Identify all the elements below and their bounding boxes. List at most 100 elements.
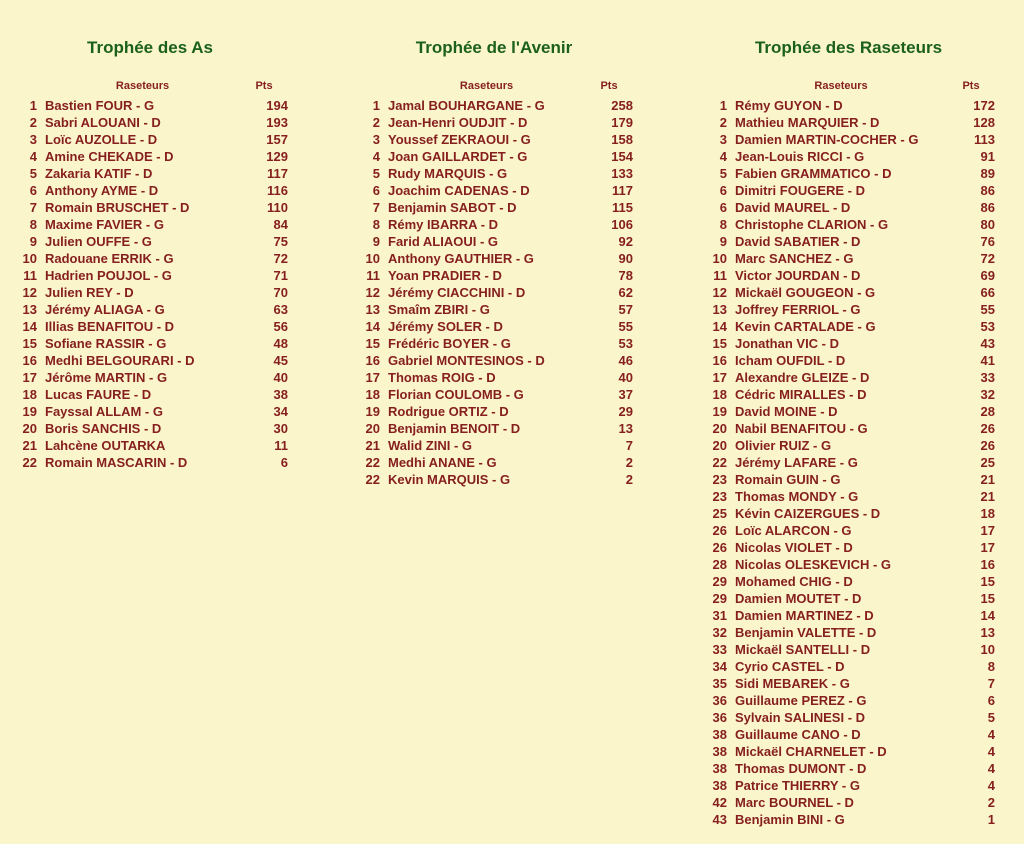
table-row: 8 Maxime FAVIER - G 84 (12, 216, 288, 233)
row-rank: 17 (712, 370, 727, 385)
row-name: Mickaël SANTELLI - D (735, 642, 871, 657)
row-rank: 25 (712, 506, 727, 521)
row-rank: 6 (372, 183, 380, 198)
table-row: 15 Frédéric BOYER - G 53 (355, 335, 633, 352)
row-rank: 21 (22, 438, 37, 453)
row-name: Anthony AYME - D (45, 183, 159, 198)
row-name: Olivier RUIZ - G (735, 438, 832, 453)
row-name: Benjamin SABOT - D (388, 200, 517, 215)
column-header-raseteurs: Raseteurs (814, 80, 868, 92)
row-pts: 113 (974, 132, 995, 147)
table-row: 13 Smaîm ZBIRI - G 57 (355, 301, 633, 318)
row-name: Maxime FAVIER - G (45, 217, 164, 232)
row-name: Gabriel MONTESINOS - D (388, 353, 545, 368)
row-name: Zakaria KATIF - D (45, 166, 153, 181)
row-name: Joachim CADENAS - D (388, 183, 530, 198)
row-name: Youssef ZEKRAOUI - G (388, 132, 531, 147)
row-pts: 110 (267, 200, 288, 215)
row-name: Mohamed CHIG - D (735, 574, 853, 589)
row-pts: 84 (273, 217, 288, 232)
row-pts: 13 (618, 421, 633, 436)
row-pts: 4 (987, 778, 995, 793)
row-name: Benjamin BENOIT - D (388, 421, 521, 436)
row-rank: 13 (365, 302, 380, 317)
row-pts: 117 (267, 166, 288, 181)
row-pts: 40 (618, 370, 633, 385)
row-rank: 14 (365, 319, 380, 334)
table-row: 19 Fayssal ALLAM - G 34 (12, 403, 288, 420)
row-pts: 57 (618, 302, 633, 317)
row-pts: 75 (273, 234, 288, 249)
table-row: 3 Loïc AUZOLLE - D 157 (12, 131, 288, 148)
row-rank: 2 (719, 115, 727, 130)
row-name: Marc BOURNEL - D (735, 795, 854, 810)
row-pts: 90 (618, 251, 633, 266)
row-rank: 18 (365, 387, 380, 402)
row-name: Sofiane RASSIR - G (45, 336, 167, 351)
row-rank: 2 (372, 115, 380, 130)
row-rank: 22 (365, 455, 380, 470)
row-pts: 6 (280, 455, 288, 470)
row-pts: 33 (980, 370, 995, 385)
row-rank: 14 (22, 319, 37, 334)
row-rank: 38 (712, 744, 727, 759)
table-row: 16 Gabriel MONTESINOS - D 46 (355, 352, 633, 369)
row-name: Bastien FOUR - G (45, 98, 155, 113)
row-pts: 172 (973, 98, 995, 113)
row-pts: 53 (980, 319, 995, 334)
column-header-row: Raseteurs Pts (355, 80, 633, 93)
row-rank: 22 (712, 455, 727, 470)
row-rank: 20 (712, 421, 727, 436)
column-header-raseteurs: Raseteurs (115, 80, 170, 92)
row-rank: 11 (713, 268, 727, 283)
row-rank: 23 (712, 489, 727, 504)
row-rank: 9 (719, 234, 727, 249)
row-pts: 34 (273, 404, 288, 419)
row-name: Lahcène OUTARKA (45, 438, 166, 453)
row-pts: 10 (980, 642, 995, 657)
row-pts: 154 (611, 149, 633, 164)
row-name: Icham OUFDIL - D (735, 353, 846, 368)
row-pts: 69 (980, 268, 995, 283)
row-pts: 62 (618, 285, 633, 300)
row-rank: 15 (22, 336, 37, 351)
row-name: Kevin MARQUIS - G (388, 472, 511, 487)
row-name: Alexandre GLEIZE - D (735, 370, 870, 385)
row-name: Hadrien POUJOL - G (45, 268, 172, 283)
row-rank: 1 (372, 98, 380, 113)
row-rank: 19 (365, 404, 380, 419)
table-row: 14 Kevin CARTALADE - G 53 (702, 318, 995, 335)
row-name: Lucas FAURE - D (45, 387, 152, 402)
row-pts: 158 (611, 132, 633, 147)
row-rank: 12 (22, 285, 37, 300)
row-name: Amine CHEKADE - D (45, 149, 174, 164)
row-name: Thomas MONDY - G (735, 489, 859, 504)
row-name: Rodrigue ORTIZ - D (388, 404, 509, 419)
row-rank: 8 (29, 217, 37, 232)
row-rank: 28 (712, 557, 727, 572)
row-pts: 29 (618, 404, 633, 419)
table-row: 20 Olivier RUIZ - G 26 (702, 437, 995, 454)
row-rank: 13 (22, 302, 37, 317)
row-rank: 1 (29, 98, 37, 113)
table-row: 29 Damien MOUTET - D 15 (702, 590, 995, 607)
row-name: Jérôme MARTIN - G (45, 370, 168, 385)
row-name: Joffrey FERRIOL - G (735, 302, 861, 317)
trophy-column-avenir: Trophée de l'Avenir Raseteurs Pts 1 Jamal… (355, 0, 633, 488)
row-pts: 55 (618, 319, 633, 334)
column-header-row: Raseteurs Pts (12, 80, 288, 93)
table-row: 26 Loïc ALARCON - G 17 (702, 522, 995, 539)
row-name: Mathieu MARQUIER - D (735, 115, 880, 130)
row-pts: 86 (980, 200, 995, 215)
row-name: Damien MARTIN-COCHER - G (735, 132, 919, 147)
row-name: Victor JOURDAN - D (735, 268, 861, 283)
row-rank: 3 (372, 132, 380, 147)
trophy-column-as: Trophée des As Raseteurs Pts 1 Bastien FO… (12, 0, 288, 471)
table-row: 17 Jérôme MARTIN - G 40 (12, 369, 288, 386)
table-row: 5 Zakaria KATIF - D 117 (12, 165, 288, 182)
standings-table: 1 Bastien FOUR - G 194 2 Sabri ALOUANI - D 19… (12, 97, 288, 471)
row-pts: 48 (273, 336, 288, 351)
row-pts: 43 (980, 336, 995, 351)
row-pts: 70 (273, 285, 288, 300)
